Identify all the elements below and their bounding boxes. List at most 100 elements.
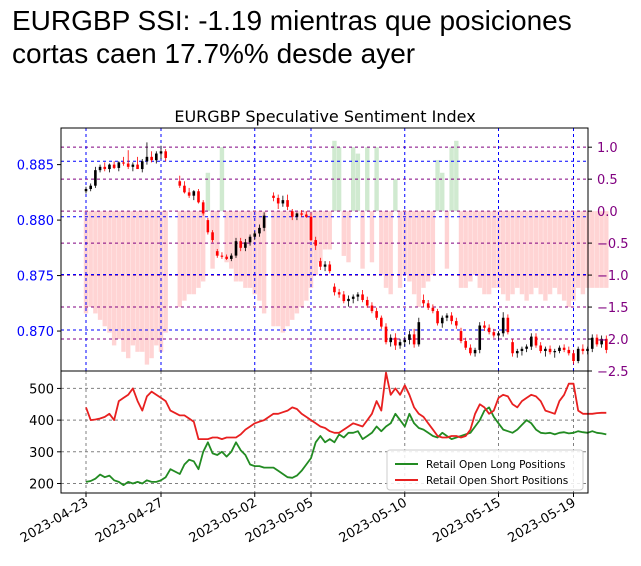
candle-body [483,325,486,328]
right-tick-label: 0.5 [597,173,618,188]
candle-body [211,232,214,241]
candle-body [183,185,186,193]
ssi-bar [205,172,211,212]
candle-body [319,261,322,267]
candle-body [600,338,603,345]
candle-body [84,189,88,192]
candle-body [248,236,252,243]
candle-body [98,166,102,171]
right-tick-label: 0.0 [597,205,618,220]
ssi-bar [116,211,122,340]
ssi-bar [440,172,445,212]
candle-body [412,334,416,345]
ssi-bar [454,140,459,212]
candle-body [178,181,182,186]
candle-body [342,294,346,302]
short-positions-line [85,371,607,441]
candle-body [576,348,580,362]
ssi-bar [369,211,375,263]
candle-body [159,151,163,154]
ssi-bar [88,211,93,308]
candle-body [295,213,299,217]
candle-body [436,311,439,324]
candle-body [150,156,153,161]
ssi-bar [154,211,159,346]
ssi-bar [529,211,534,295]
candle-body [290,211,294,217]
ssi-bar [510,211,515,295]
ssi-bar [219,147,225,212]
ssi-bar [486,211,492,295]
candle-body [459,331,463,342]
candle-body [497,333,500,336]
candle-body [422,299,425,304]
ssi-bar [430,211,436,276]
candle-body [197,191,200,203]
ssi-bar [252,211,257,295]
ssi-bar [196,211,201,288]
right-tick-label: −1.5 [597,301,629,316]
ssi-bar [421,211,426,288]
candle-body [501,317,505,334]
ssi-bar [407,211,412,282]
ssi-bar [332,140,337,212]
ssi-bar [566,211,572,308]
ssi-bar [482,211,487,295]
ssi-bar [102,211,107,327]
ssi-bar [275,211,281,327]
ssi-bar [604,211,609,288]
candle-body [136,164,139,170]
left-tick-label: 0.870 [17,325,54,340]
ssi-bar [458,211,464,288]
candle-body [253,233,257,237]
ssi-bar [261,211,267,314]
ssi-bar [149,211,154,359]
candle-body [122,162,125,164]
ssi-bar [290,211,295,320]
ssi-bar [388,211,393,295]
ssi-bar [468,211,473,282]
candle-body [403,339,407,343]
ssi-bar [294,211,300,314]
candle-body [473,349,477,354]
candle-body [431,307,435,312]
ssi-bar [477,211,482,288]
candle-body [464,341,467,348]
ssi-bar [374,147,379,212]
ssi-bar [304,211,309,301]
candle-body [389,337,392,343]
ssi-bar [425,211,431,282]
left-tick-label: 0.880 [17,214,54,229]
candle-body [478,325,482,350]
top-gridlines [61,128,588,371]
right-tick-label: 1.0 [597,141,618,156]
candle-body [398,342,402,346]
ssi-bar [327,211,332,250]
y-tick-label: 500 [29,382,54,397]
candle-body [567,349,571,354]
candle-body [590,337,594,349]
long-positions-line [85,406,607,487]
candle-body [506,317,510,333]
position-lines-layer [85,371,607,487]
candle-body [117,162,121,168]
candle-body [333,286,336,293]
candle-body [309,216,313,241]
candle-body [605,338,608,350]
ssi-bar [257,211,262,301]
candle-body [553,351,557,353]
candle-body [155,153,158,161]
right-tick-label: −2.5 [597,365,629,380]
ssi-bar [285,211,290,327]
candle-body [511,342,514,354]
x-tick-label: 2023-05-10 [337,495,410,546]
bottom-axes-frame [60,370,589,494]
ssi-bar [524,211,529,301]
legend-label: Retail Open Long Positions [426,459,566,471]
ssi-bar [411,211,417,295]
candle-body [103,166,107,170]
ssi-bar [383,211,389,288]
candle-body [89,185,92,190]
candle-body [272,195,275,198]
